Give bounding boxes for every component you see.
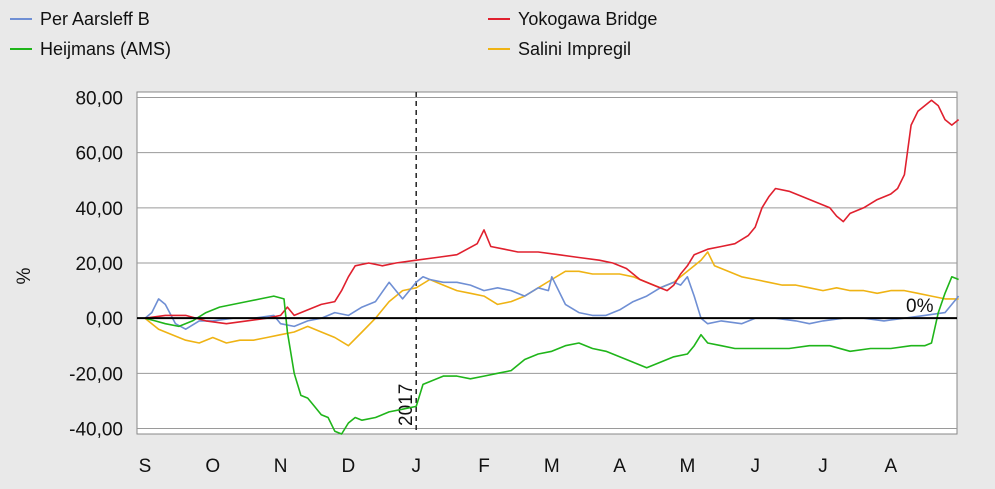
y-tick-label: 40,00 — [75, 199, 123, 220]
x-tick-label: J — [818, 456, 828, 477]
y-tick-label: 0,00 — [86, 309, 123, 330]
x-tick-label: O — [205, 456, 220, 477]
y-tick-label: 80,00 — [75, 89, 123, 110]
x-tick-label: S — [139, 456, 152, 477]
x-tick-label: N — [274, 456, 288, 477]
x-tick-label: J — [411, 456, 421, 477]
x-tick-label: J — [750, 456, 760, 477]
legend: Per Aarsleff B Yokogawa Bridge Heijmans … — [10, 9, 657, 59]
y-axis-ticks: 80,00 60,00 40,00 20,00 0,00 -20,00 -40,00 — [69, 89, 123, 441]
y-tick-label: 20,00 — [75, 254, 123, 275]
legend-label-per-aarsleff: Per Aarsleff B — [40, 9, 150, 29]
legend-item-per-aarsleff: Per Aarsleff B — [10, 9, 150, 29]
legend-item-salini: Salini Impregil — [488, 39, 631, 59]
x-tick-label: A — [613, 456, 626, 477]
legend-label-yokogawa: Yokogawa Bridge — [518, 9, 657, 29]
x-tick-label: A — [884, 456, 897, 477]
year-divider-label: 2017 — [396, 384, 417, 426]
series-line-heijmans-ams — [144, 275, 959, 435]
legend-label-heijmans: Heijmans (AMS) — [40, 39, 171, 59]
y-axis-label: % — [14, 267, 35, 284]
series-line-yokogawa-bridge — [144, 99, 960, 325]
x-tick-label: M — [679, 456, 695, 477]
zero-percent-label: 0% — [906, 296, 934, 317]
legend-label-salini: Salini Impregil — [518, 39, 631, 59]
y-tick-label: -20,00 — [69, 364, 123, 385]
legend-item-yokogawa: Yokogawa Bridge — [488, 9, 657, 29]
x-tick-label: D — [342, 456, 356, 477]
x-tick-label: F — [478, 456, 490, 477]
x-tick-label: M — [544, 456, 560, 477]
series-line-salini-impregil — [144, 251, 959, 347]
y-tick-label: -40,00 — [69, 419, 123, 440]
y-tick-label: 60,00 — [75, 144, 123, 165]
legend-item-heijmans: Heijmans (AMS) — [10, 39, 171, 59]
